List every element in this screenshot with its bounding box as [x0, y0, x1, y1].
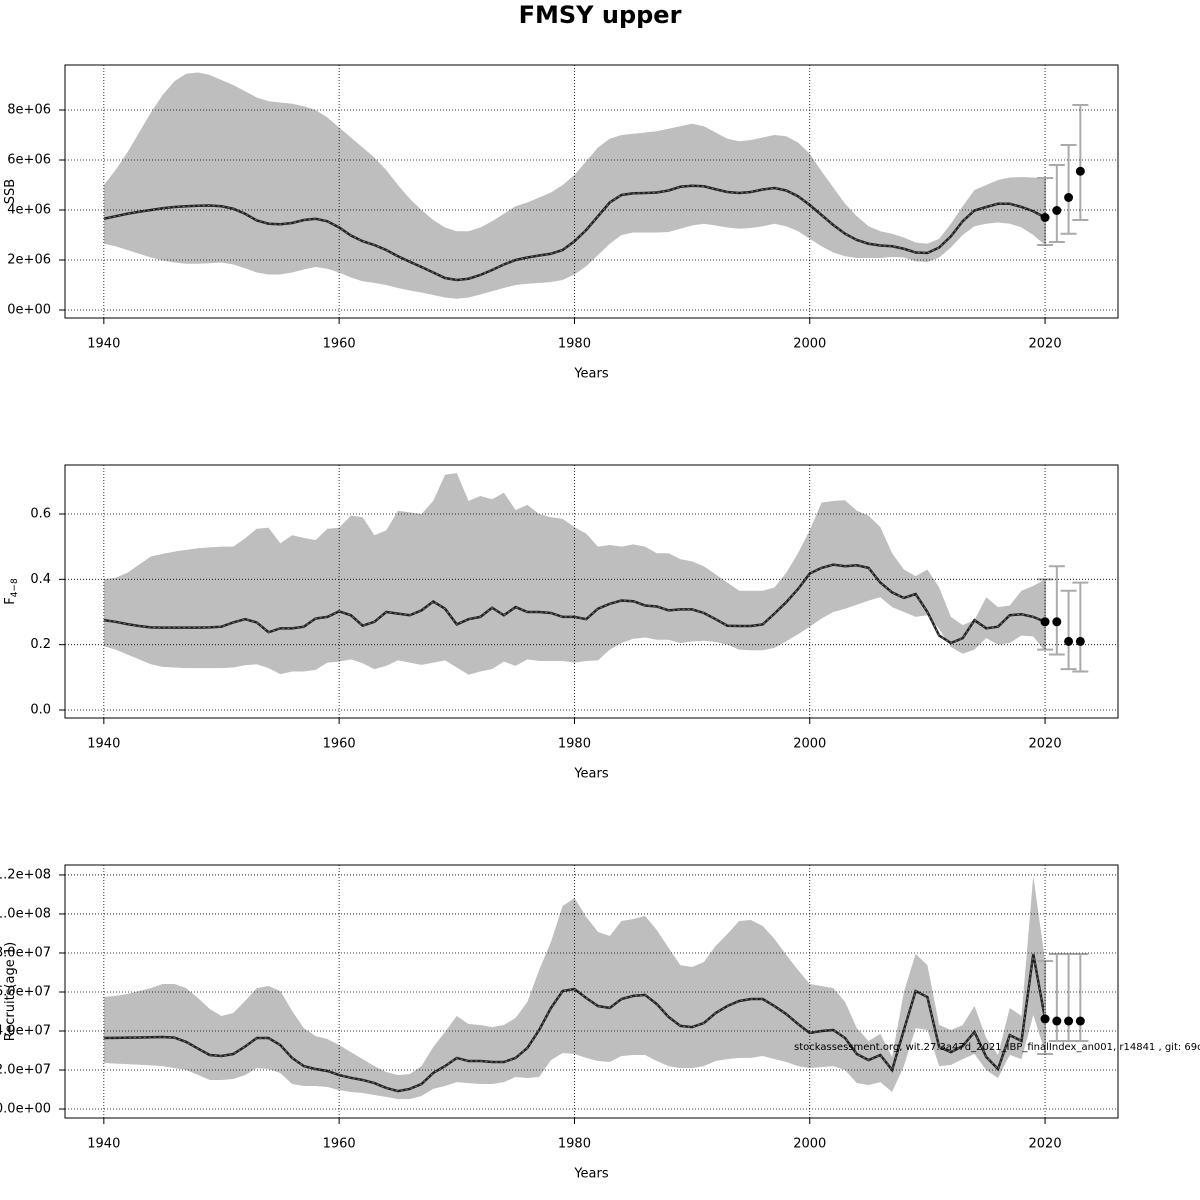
x-tick-label: 1960: [323, 737, 356, 752]
x-tick-label: 1960: [323, 337, 356, 352]
y-tick-label: 4e+06: [7, 203, 51, 218]
y-tick-label: 8.0e+07: [0, 945, 51, 960]
forecast-point: [1064, 193, 1074, 202]
x-tick-label: 2020: [1029, 737, 1062, 752]
forecast-point: [1064, 1016, 1074, 1026]
y-tick-label: 0.4: [30, 572, 51, 587]
y-tick-label: 0.0: [30, 702, 51, 717]
x-tick-label: 1980: [558, 337, 591, 352]
y-axis-label-subscript: 4−8: [10, 578, 20, 597]
x-axis-label: Years: [573, 767, 609, 782]
y-tick-label: 0.2: [30, 637, 51, 652]
forecast-point: [1075, 1016, 1085, 1026]
x-tick-label: 2000: [793, 1137, 826, 1152]
estimate-line-dash: [103, 953, 1046, 1092]
y-axis-label: F4−8: [3, 578, 20, 605]
x-tick-label: 1980: [558, 737, 591, 752]
y-tick-label: 8e+06: [7, 103, 51, 118]
y-axis-label-main: Recruits(age 1): [3, 942, 18, 1041]
x-tick-label: 1940: [87, 737, 120, 752]
forecast-point: [1052, 206, 1062, 215]
x-tick-label: 1940: [87, 337, 120, 352]
y-axis-label-main: F: [3, 597, 18, 604]
y-tick-label: 1.2e+08: [0, 867, 51, 882]
x-tick-label: 2000: [793, 737, 826, 752]
plot-frame: [64, 864, 1119, 1119]
y-tick-label: 0.6: [30, 506, 51, 521]
confidence-band: [103, 875, 1046, 1100]
x-tick-label: 2020: [1029, 1137, 1062, 1152]
forecast-point: [1052, 617, 1062, 627]
estimate-line-dash: [103, 185, 1046, 281]
x-tick-label: 2020: [1029, 337, 1062, 352]
y-tick-label: 4.0e+07: [0, 1024, 51, 1039]
y-tick-label: 2e+06: [7, 253, 51, 268]
x-tick-label: 1980: [558, 1137, 591, 1152]
x-axis-label: Years: [573, 1167, 609, 1182]
figure-title: FMSY upper: [519, 1, 682, 29]
y-tick-label: 0.0e+00: [0, 1102, 51, 1117]
y-axis-label: SSB: [3, 179, 18, 204]
y-tick-label: 6e+06: [7, 153, 51, 168]
y-tick-label: 2.0e+07: [0, 1063, 51, 1078]
y-tick-label: 6.0e+07: [0, 984, 51, 999]
estimate-line-dash: [103, 564, 1046, 644]
plot-frame: [64, 64, 1119, 319]
x-tick-label: 1940: [87, 1137, 120, 1152]
forecast-point: [1075, 166, 1085, 176]
forecast-point: [1052, 1016, 1062, 1026]
forecast-point: [1040, 213, 1050, 222]
plot-frame: [64, 464, 1119, 719]
y-axis-label: Recruits(age 1): [3, 942, 18, 1041]
x-axis-label: Years: [573, 367, 609, 382]
forecast-point: [1075, 636, 1085, 646]
forecast-point: [1064, 636, 1074, 646]
annotation: stockassessment.org, wit.27.3a47d_2021_I…: [794, 1042, 1200, 1053]
x-tick-label: 1960: [323, 1137, 356, 1152]
x-tick-label: 2000: [793, 337, 826, 352]
y-axis-label-main: SSB: [3, 179, 18, 204]
y-tick-label: 1.0e+08: [0, 906, 51, 921]
y-tick-label: 0e+00: [7, 303, 51, 318]
